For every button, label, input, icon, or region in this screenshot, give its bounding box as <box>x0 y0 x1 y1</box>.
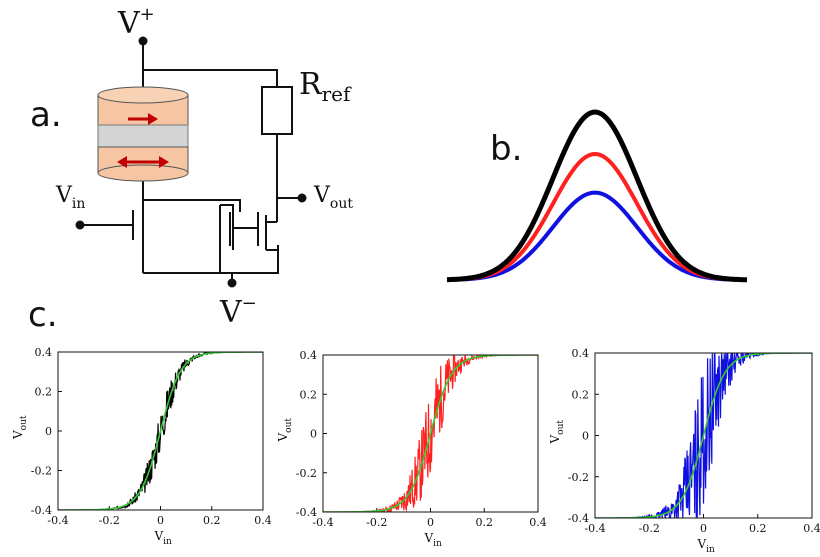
y-tick-label: 0 <box>582 430 589 443</box>
wire-bottom-rail <box>143 245 279 274</box>
x-tick-label: -0.4 <box>584 522 605 535</box>
x-tick-label: 0 <box>157 514 164 527</box>
mtj-stack <box>97 86 189 182</box>
mtj-arrow-double-icon <box>117 156 169 168</box>
x-tick-label: 0.4 <box>529 516 547 529</box>
x-tick-label: -0.2 <box>99 514 120 527</box>
y-axis-label: Vout <box>276 418 294 443</box>
plot-frame <box>57 351 264 511</box>
gaussian-curve-0 <box>447 190 747 282</box>
x-axis-label: Vin <box>697 537 716 555</box>
v-plus-label: V+ <box>117 4 155 41</box>
x-tick-label: -0.4 <box>47 514 68 527</box>
plot-frame <box>594 352 813 519</box>
chart-1: -0.4 -0.2 0 0.2 0.4 0.4 0.2 0 -0.2 -0.4 Vin Vout <box>11 346 272 547</box>
fit-curve <box>58 352 263 510</box>
panel-label-a: a. <box>30 95 62 135</box>
y-tick-label: -0.2 <box>568 471 589 484</box>
mtj-top-ellipse <box>97 86 189 104</box>
x-tick-label: 0.4 <box>803 522 820 535</box>
x-tick-label: 0 <box>700 522 707 535</box>
v-out-label: Vout <box>313 183 353 212</box>
y-tick-label: 0.4 <box>300 349 318 362</box>
x-tick-label: -0.2 <box>366 516 387 529</box>
mtj-arrow-right-icon <box>128 113 158 125</box>
y-tick-label: 0.4 <box>35 346 53 359</box>
x-tick-label: 0.2 <box>749 522 767 535</box>
gaussian-curve-2 <box>446 109 748 283</box>
y-axis-label: Vout <box>548 420 566 445</box>
y-tick-label: -0.2 <box>296 467 317 480</box>
transfer-charts: -0.4 -0.2 0 0.2 0.40.40.20-0.2-0.4VinVout-0.… <box>11 346 820 555</box>
y-tick-label: 0 <box>45 425 52 438</box>
gaussian-curves <box>446 109 748 283</box>
fit-curve <box>323 355 538 512</box>
wire-link-top <box>143 199 241 212</box>
x-tick-label: 0.2 <box>476 516 494 529</box>
wire-vplus-rref <box>143 69 278 87</box>
x-tick-label: 0 <box>427 516 434 529</box>
panel-label-b: b. <box>490 129 522 169</box>
y-tick-label: 0.2 <box>300 388 318 401</box>
circuit-diagram <box>75 36 307 288</box>
y-tick-label: -0.2 <box>31 465 52 478</box>
y-tick-label: 0.4 <box>572 347 590 360</box>
gaussian-curve-1 <box>447 151 747 282</box>
x-axis-label: Vin <box>424 531 443 549</box>
v-in-terminal <box>75 220 85 230</box>
mtj-bottom-ellipse <box>97 164 189 182</box>
x-tick-label: 0.4 <box>254 514 272 527</box>
y-tick-label: 0.2 <box>35 386 53 399</box>
chart-2: -0.4 -0.2 0 0.2 0.4 0.4 0.2 0 -0.2 -0.4 Vin Vout <box>276 349 547 549</box>
y-tick-label: -0.4 <box>296 506 317 519</box>
plot-frame <box>322 354 539 513</box>
y-axis-label: Vout <box>11 415 29 440</box>
x-tick-label: 0.2 <box>203 514 221 527</box>
v-out-terminal <box>297 193 307 203</box>
y-tick-label: 0 <box>310 428 317 441</box>
x-axis-label: Vin <box>154 529 173 547</box>
v-in-label: Vin <box>55 183 85 212</box>
rref-resistor <box>261 86 293 135</box>
panel-label-c: c. <box>28 295 58 335</box>
y-tick-label: -0.4 <box>568 512 589 525</box>
x-tick-label: -0.2 <box>639 522 660 535</box>
mtj-barrier <box>97 124 189 148</box>
x-tick-label: -0.4 <box>312 516 333 529</box>
rref-label: Rref <box>299 67 352 106</box>
y-tick-label: -0.4 <box>31 504 52 517</box>
v-minus-terminal <box>227 278 237 288</box>
y-tick-label: 0.2 <box>572 388 590 401</box>
v-minus-label: V− <box>219 293 257 330</box>
chart-3: -0.4 -0.2 0 0.2 0.4 0.4 0.2 0 -0.2 -0.4 Vin Vout <box>548 347 820 555</box>
mid-transistor-body <box>220 204 234 250</box>
